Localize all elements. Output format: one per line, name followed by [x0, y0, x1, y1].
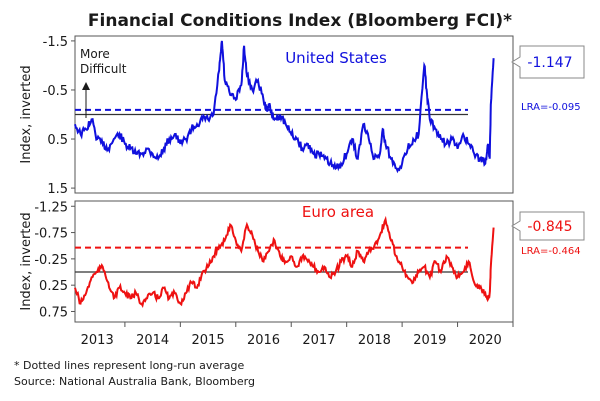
euro-latest-value: -0.845 [527, 219, 572, 235]
arrow-head-icon [82, 82, 90, 90]
y-tick-label: 0.75 [39, 305, 68, 320]
x-tick-label: 2017 [302, 333, 335, 348]
more-difficult-line1: More [80, 47, 110, 61]
y-tick-label: -0.25 [34, 253, 68, 268]
footnote: * Dotted lines represent long-run averag… [14, 359, 244, 372]
chart-title: Financial Conditions Index (Bloomberg FC… [88, 11, 512, 31]
y-tick-label: -1.25 [34, 200, 68, 215]
us-y-axis-label: Index, inverted [19, 65, 34, 163]
euro-panel: -1.25-0.75-0.250.250.75 Index, inverted … [19, 200, 585, 348]
euro-callout-box [511, 211, 585, 241]
us-lra-label: LRA=-0.095 [521, 102, 581, 113]
x-tick-label: 2013 [81, 333, 114, 348]
us-y-ticks: -1.5 -0.5 0.5 1.5 [43, 35, 75, 197]
x-tick-label: 2019 [413, 333, 446, 348]
x-axis-ticks: 2013 2014 2015 2016 2017 2018 2019 2020 [81, 322, 514, 348]
y-tick-label: 0.5 [47, 133, 68, 148]
y-tick-label: -1.5 [43, 35, 68, 50]
us-panel: -1.5 -0.5 0.5 1.5 Index, inverted United St… [19, 35, 585, 197]
euro-series-label: Euro area [302, 203, 374, 221]
more-difficult-annotation: More Difficult [80, 47, 127, 118]
x-tick-label: 2014 [136, 333, 169, 348]
x-tick-label: 2018 [358, 333, 391, 348]
x-tick-label: 2016 [247, 333, 280, 348]
x-tick-label: 2015 [192, 333, 225, 348]
us-series-line [74, 40, 495, 174]
euro-lra-label: LRA=-0.464 [521, 246, 581, 257]
y-tick-label: 1.5 [47, 182, 68, 197]
x-tick-label: 2020 [469, 333, 502, 348]
euro-series-line [74, 215, 495, 308]
euro-latest-callout: -0.845 [511, 211, 585, 241]
euro-plot-frame [74, 200, 514, 323]
us-callout-box [511, 45, 585, 79]
us-latest-callout: -1.147 [511, 45, 585, 79]
more-difficult-line2: Difficult [80, 62, 127, 76]
y-tick-label: -0.5 [43, 84, 68, 99]
source-note: Source: National Australia Bank, Bloombe… [14, 375, 255, 388]
us-series-label: United States [285, 49, 387, 67]
y-tick-label: 0.25 [39, 279, 68, 294]
y-tick-label: -0.75 [34, 227, 68, 242]
euro-y-axis-label: Index, inverted [19, 212, 34, 310]
euro-y-ticks: -1.25 -0.75 -0.25 0.25 0.75 [34, 200, 75, 320]
us-latest-value: -1.147 [527, 55, 572, 71]
